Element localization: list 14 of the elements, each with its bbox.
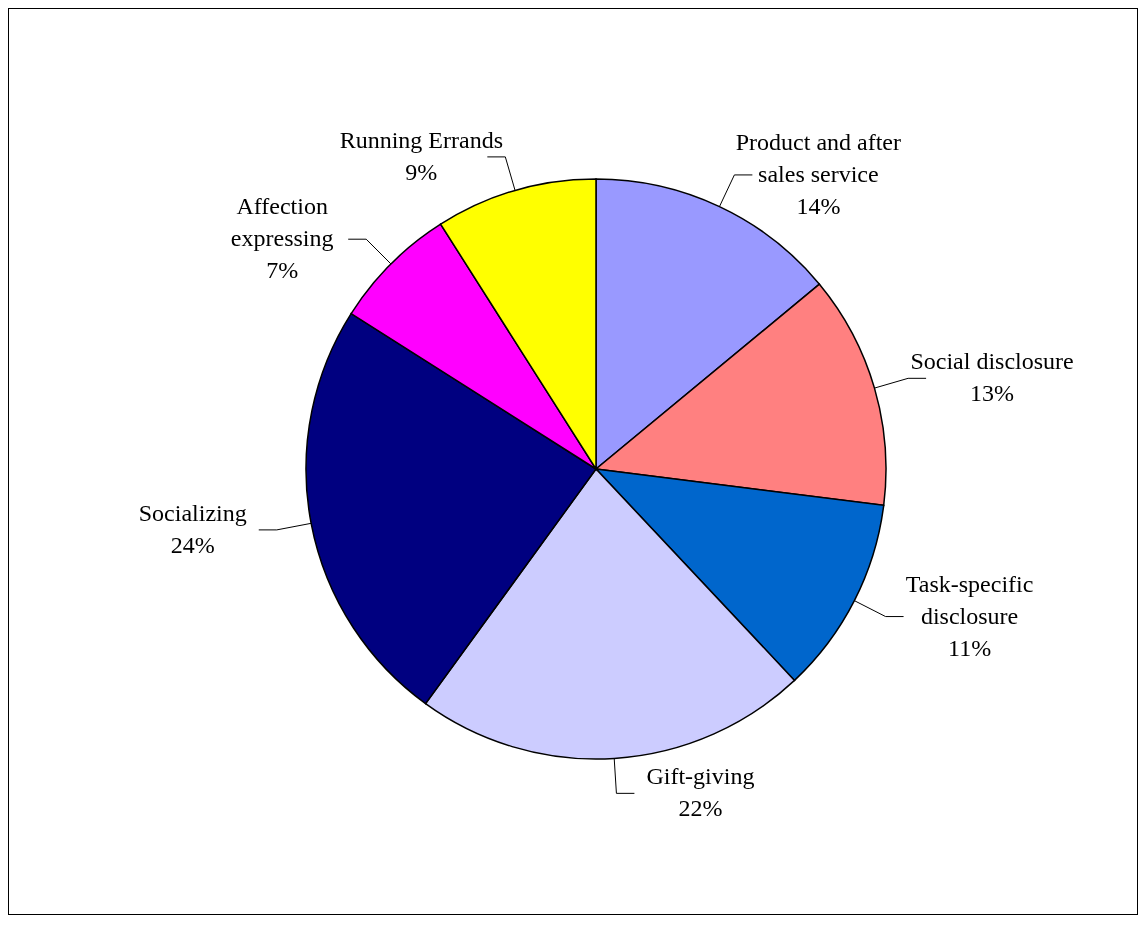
data-label: 9% — [405, 158, 438, 185]
slice-label: Running Errands — [339, 126, 503, 153]
slice-label: Task-specific disclosure — [905, 570, 1034, 629]
slice-label: Product and after sales service — [735, 128, 902, 187]
data-label: 14% — [796, 192, 841, 219]
data-label: 11% — [948, 634, 992, 661]
data-label: 13% — [970, 380, 1015, 407]
data-label: 24% — [170, 531, 215, 558]
data-label: 7% — [266, 257, 299, 284]
slice-label: Affection expressing — [230, 193, 334, 252]
data-label: 22% — [678, 795, 723, 822]
slice-label: Gift-giving — [646, 763, 755, 790]
slice-label: Social disclosure — [910, 348, 1074, 375]
slice-label: Socializing — [138, 499, 247, 526]
